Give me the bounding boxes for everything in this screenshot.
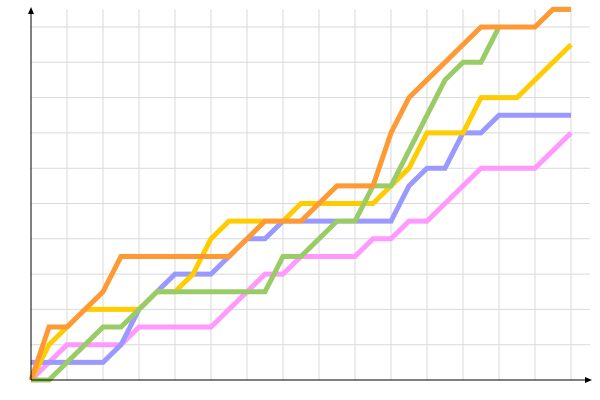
y-axis-arrow-icon xyxy=(28,7,34,14)
series-lines xyxy=(28,6,573,383)
series-line-5 xyxy=(28,6,571,381)
x-axis-arrow-icon xyxy=(585,377,592,383)
grid xyxy=(31,9,590,380)
axes xyxy=(28,7,592,383)
series-line-4 xyxy=(31,6,571,383)
series-line-3 xyxy=(28,42,573,382)
